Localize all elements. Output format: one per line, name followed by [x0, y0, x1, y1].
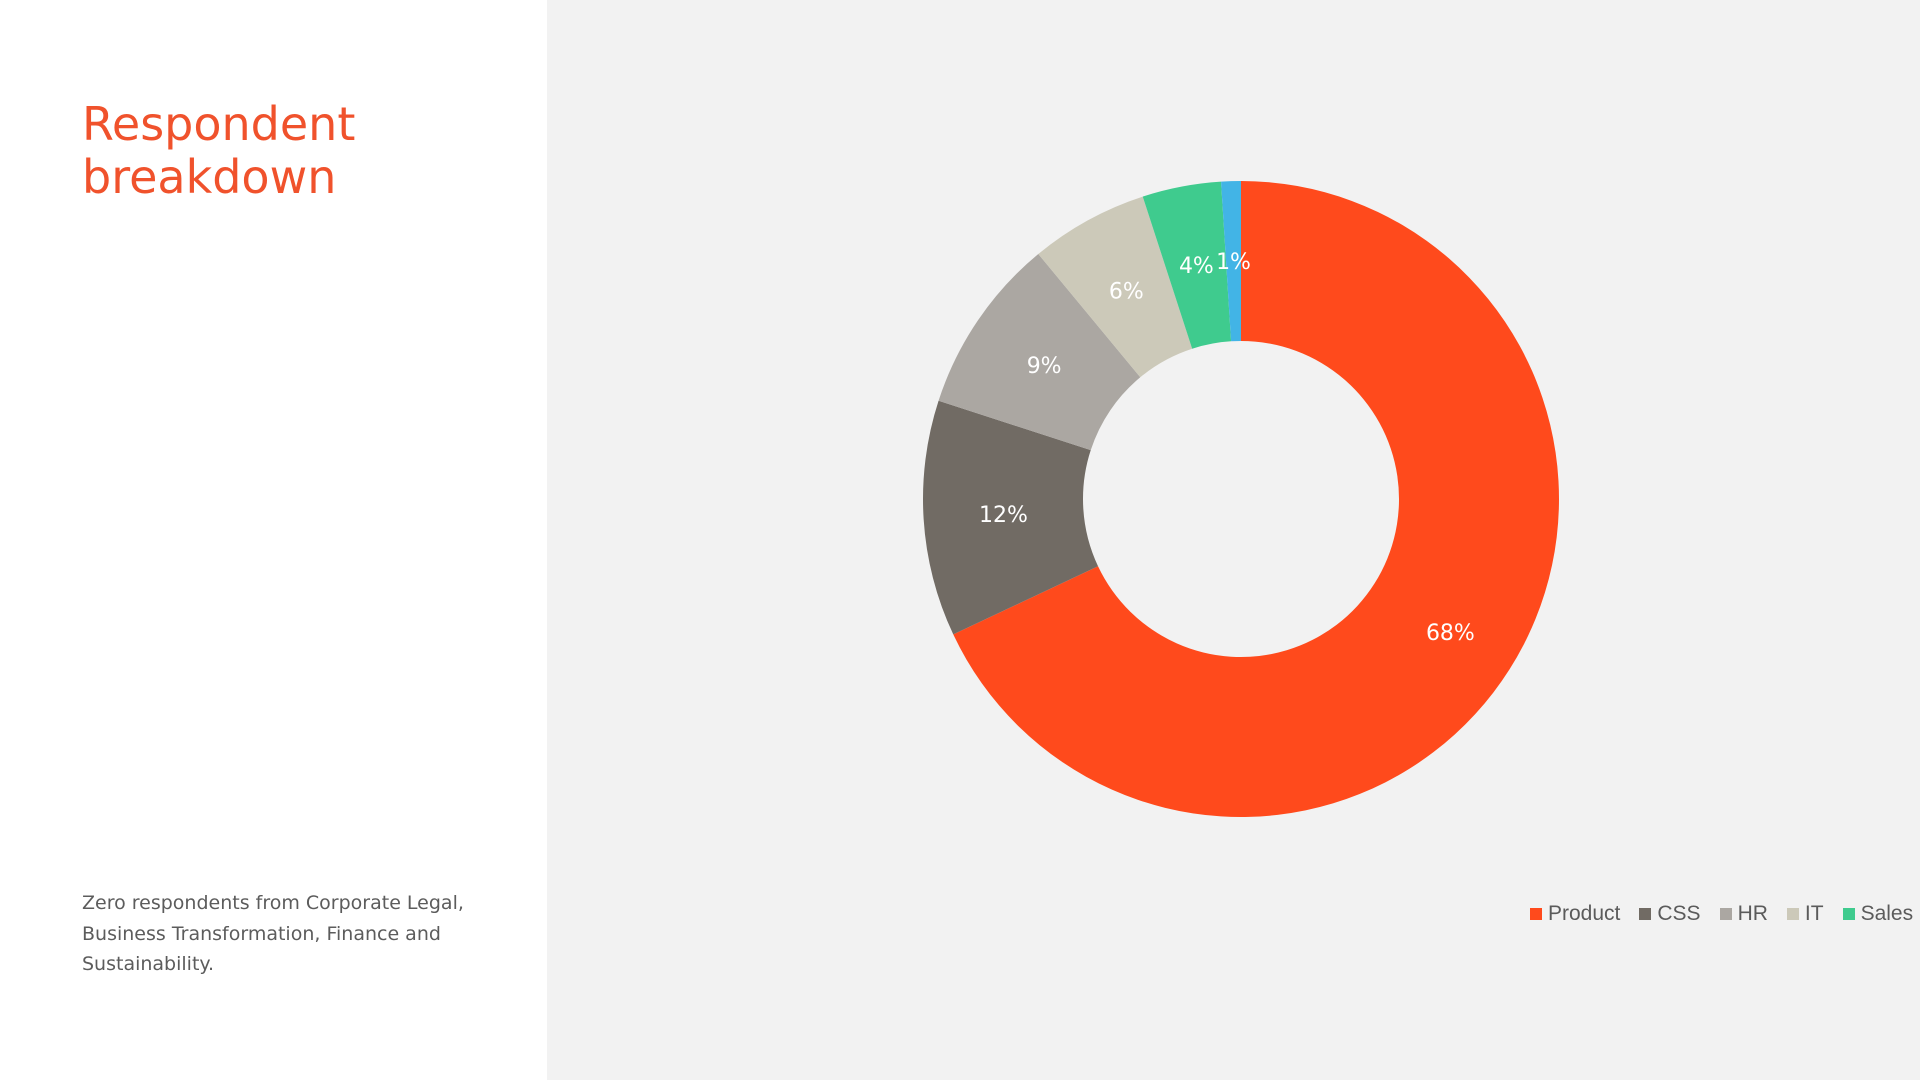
legend-swatch: [1786, 908, 1799, 920]
donut-slice-product: [953, 181, 1559, 817]
donut-slice-marketing: [1221, 181, 1241, 342]
legend-item-it: IT: [1786, 902, 1824, 926]
legend-swatch: [1719, 908, 1732, 920]
chart-legend: ProductCSSHRITSalesMarketing: [1530, 902, 1920, 926]
legend-item-hr: HR: [1719, 902, 1768, 926]
data-label-sales: 4%: [1179, 254, 1214, 279]
donut-chart: 68% 12% 9% 6% 4% 1%: [923, 181, 1559, 817]
data-label-it: 6%: [1109, 279, 1144, 304]
slide-title: Respondent breakdown: [82, 97, 356, 204]
legend-swatch: [1639, 908, 1652, 920]
donut-slice-sales: [1142, 181, 1232, 349]
legend-label: HR: [1737, 902, 1768, 925]
left-panel: Respondent breakdown Zero respondents fr…: [0, 0, 546, 1080]
legend-label: IT: [1804, 902, 1824, 925]
legend-swatch: [1530, 908, 1542, 920]
legend-item-css: CSS: [1639, 902, 1701, 926]
legend-item-product: Product: [1530, 902, 1620, 926]
legend-label: Product: [1548, 902, 1621, 925]
donut-slice-it: [1038, 196, 1193, 378]
data-label-css: 12%: [979, 503, 1028, 528]
donut-slice-css: [923, 400, 1099, 635]
data-label-hr: 9%: [1027, 354, 1062, 379]
legend-item-sales: Sales: [1842, 902, 1914, 926]
donut-slice-hr: [938, 253, 1141, 451]
legend-label: Sales: [1860, 902, 1914, 925]
data-label-product: 68%: [1426, 621, 1475, 646]
chart-panel: 68%12%9%6%4%1% ProductCSSHRITSalesMarket…: [547, 0, 1920, 1080]
data-label-marketing: 1%: [1216, 250, 1251, 275]
slide-note: Zero respondents from Corporate Legal, B…: [82, 892, 464, 975]
legend-label: CSS: [1657, 902, 1701, 925]
legend-swatch: [1842, 908, 1855, 920]
